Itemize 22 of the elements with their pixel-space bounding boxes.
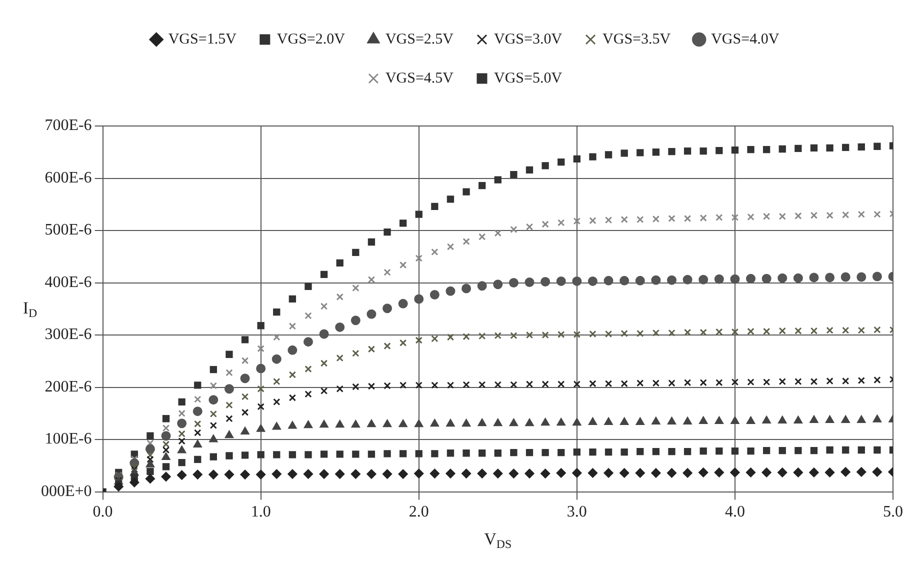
x-tick-label: 0.0 xyxy=(92,504,113,521)
x-tick-label: 3.0 xyxy=(566,504,587,521)
legend-label: VGS=1.5V xyxy=(168,31,237,48)
x-tick-label: 2.0 xyxy=(408,504,429,521)
legend-label: VGS=4.0V xyxy=(711,31,780,48)
y-tick-label: 700E-6 xyxy=(44,117,92,134)
x-tick-label: 4.0 xyxy=(724,504,745,521)
y-tick-label: 500E-6 xyxy=(44,222,92,239)
y-tick-label: 400E-6 xyxy=(44,274,92,291)
legend-label: VGS=2.0V xyxy=(276,31,346,48)
y-tick-label: 100E-6 xyxy=(44,430,92,448)
legend-label: VGS=2.5V xyxy=(385,31,454,48)
y-tick-label: 000E+0 xyxy=(41,483,92,500)
legend-label: VGS=5.0V xyxy=(494,70,562,86)
legend-label: VGS=3.5V xyxy=(602,31,671,48)
y-tick-label: 600E-6 xyxy=(44,169,92,186)
legend-label: VGS=3.0V xyxy=(494,31,562,48)
legend-label: VGS=4.5V xyxy=(385,70,454,86)
y-tick-label: 200E-6 xyxy=(44,378,92,396)
y-tick-label: 300E-6 xyxy=(44,326,92,344)
x-tick-label: 5.0 xyxy=(883,504,903,521)
x-tick-label: 1.0 xyxy=(250,504,271,521)
